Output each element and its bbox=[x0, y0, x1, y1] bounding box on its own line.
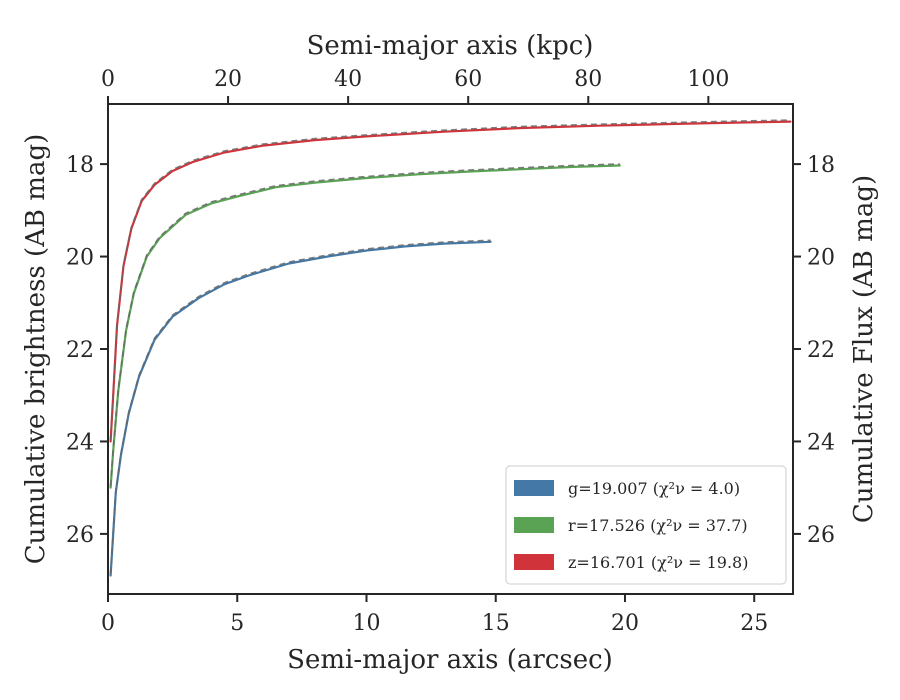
x-top-tick-label: 60 bbox=[454, 67, 482, 92]
y-right-tick-label: 20 bbox=[807, 246, 835, 271]
x-top-axis-title: Semi-major axis (kpc) bbox=[307, 31, 594, 61]
x-axis-title: Semi-major axis (arcsec) bbox=[287, 645, 613, 675]
y-axis-title: Cumulative brightness (AB mag) bbox=[21, 134, 51, 565]
series-model-r bbox=[109, 163, 620, 487]
y-tick-label: 22 bbox=[66, 338, 94, 363]
x-tick-label: 20 bbox=[611, 611, 639, 636]
series-model-g bbox=[109, 239, 491, 575]
x-top-tick-label: 80 bbox=[574, 67, 602, 92]
legend-label-z: z=16.701 (χ²ν = 19.8) bbox=[568, 553, 748, 572]
x-tick-label: 10 bbox=[352, 611, 380, 636]
y-tick-label: 24 bbox=[66, 430, 94, 455]
x-top-tick-label: 20 bbox=[214, 67, 242, 92]
series-layer bbox=[109, 119, 792, 577]
series-model-z bbox=[109, 119, 791, 441]
series-line-r bbox=[109, 164, 621, 489]
legend-box bbox=[505, 465, 787, 585]
y-tick-label: 26 bbox=[66, 523, 94, 548]
legend-swatch-g bbox=[514, 480, 554, 496]
y-right-axis-title: Cumulative Flux (AB mag) bbox=[849, 175, 879, 523]
x-tick-label: 0 bbox=[101, 611, 115, 636]
y-right-tick-label: 22 bbox=[807, 338, 835, 363]
x-tick-label: 25 bbox=[740, 611, 768, 636]
y-tick-label: 18 bbox=[66, 153, 94, 178]
axes-layer: 0 5 10 15 20 25 0 20 40 60 80 100 18 18 20 20 22 22 24 24 26… bbox=[66, 67, 835, 636]
y-right-tick-label: 26 bbox=[807, 523, 835, 548]
x-top-tick-label: 100 bbox=[687, 67, 729, 92]
y-right-tick-label: 24 bbox=[807, 430, 835, 455]
legend-label-r: r=17.526 (χ²ν = 37.7) bbox=[568, 516, 748, 535]
legend: g=19.007 (χ²ν = 4.0) r=17.526 (χ²ν = 37.… bbox=[505, 465, 787, 585]
x-tick-label: 5 bbox=[230, 611, 244, 636]
legend-swatch-z bbox=[514, 554, 554, 570]
x-top-tick-label: 40 bbox=[334, 67, 362, 92]
y-right-tick-label: 18 bbox=[807, 153, 835, 178]
x-top-tick-label: 0 bbox=[101, 67, 115, 92]
legend-swatch-r bbox=[514, 517, 554, 533]
x-tick-label: 15 bbox=[482, 611, 510, 636]
y-tick-label: 20 bbox=[66, 246, 94, 271]
legend-label-g: g=19.007 (χ²ν = 4.0) bbox=[568, 479, 740, 498]
